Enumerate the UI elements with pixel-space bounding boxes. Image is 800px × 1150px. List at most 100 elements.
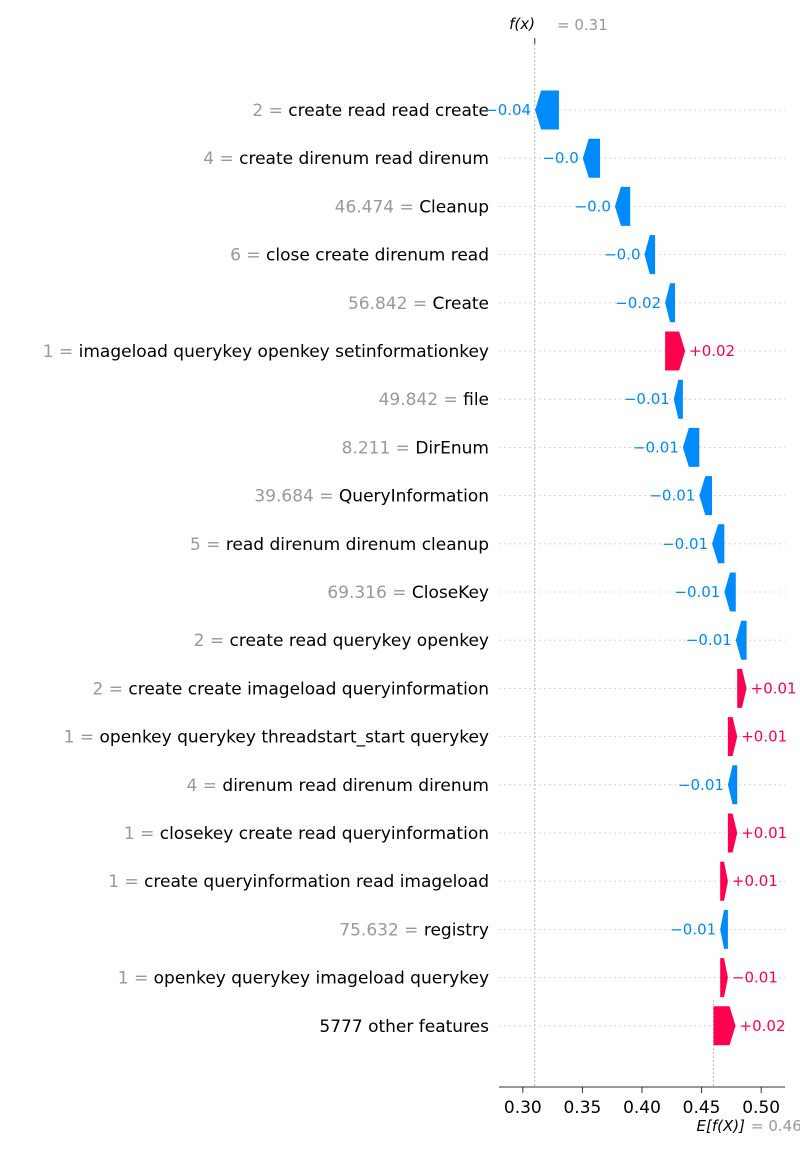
feature-name: registry	[424, 920, 489, 940]
negative-bar	[665, 283, 676, 323]
feature-name: create read querykey openkey	[230, 631, 489, 651]
contribution-label: +0.01	[741, 728, 787, 746]
fx-annotation: f(x) = 0.31	[509, 15, 608, 34]
feature-label: 8.211 = DirEnum	[342, 438, 489, 458]
contribution-label: +0.01	[741, 824, 787, 842]
feature-label: 39.684 = QueryInformation	[254, 487, 489, 507]
x-tick-label: 0.30	[504, 1098, 542, 1118]
contribution-label: +0.01	[732, 872, 778, 890]
feature-name: close create direnum read	[266, 246, 489, 266]
contribution-label: −0.04	[485, 101, 531, 119]
contribution-label: −0.01	[732, 969, 778, 987]
contribution-label: −0.01	[662, 535, 708, 553]
contribution-label: −0.01	[624, 390, 670, 408]
negative-bar	[699, 476, 713, 516]
feature-value: 69.316 =	[327, 583, 412, 603]
feature-label: 1 = closekey create read queryinformatio…	[124, 824, 489, 844]
contribution-label: +0.01	[751, 679, 797, 697]
base-value-annotation: E[f(X)] = 0.46	[697, 1117, 800, 1135]
contribution-label: +0.02	[689, 342, 735, 360]
reference-lines	[534, 38, 714, 1086]
x-tick-label: 0.45	[683, 1098, 721, 1118]
contribution-label: −0.02	[615, 294, 661, 312]
positive-bar	[713, 1006, 736, 1046]
feature-label: 1 = openkey querykey imageload querykey	[118, 969, 489, 989]
contribution-label: −0.01	[674, 583, 720, 601]
x-tick-label: 0.50	[742, 1098, 780, 1118]
ex-label: E[f(X)]	[697, 1117, 746, 1135]
feature-value: 1 =	[108, 872, 144, 892]
feature-value: 46.474 =	[335, 197, 420, 217]
negative-bar	[673, 379, 683, 419]
feature-label: 46.474 = Cleanup	[335, 197, 489, 217]
positive-bar	[727, 813, 738, 853]
feature-label: 4 = create direnum read direnum	[203, 149, 489, 169]
positive-bar	[720, 958, 728, 998]
fx-value-text: = 0.31	[557, 16, 608, 34]
feature-name: create direnum read direnum	[239, 149, 489, 169]
feature-name: openkey querykey imageload querykey	[154, 969, 489, 989]
negative-bar	[644, 235, 656, 275]
positive-bar	[727, 717, 738, 757]
feature-name: 5777 other features	[319, 1017, 489, 1037]
feature-name: closekey create read queryinformation	[160, 824, 489, 844]
feature-value: 1 =	[64, 728, 100, 748]
bars	[535, 90, 747, 1046]
feature-value: 56.842 =	[348, 294, 433, 314]
feature-value: 4 =	[187, 776, 223, 796]
feature-label: 2 = create read querykey openkey	[194, 631, 489, 651]
feature-name: file	[463, 390, 489, 410]
contribution-label: −0.01	[670, 920, 716, 938]
positive-bar	[665, 331, 686, 371]
feature-label: 1 = openkey querykey threadstart_start q…	[64, 728, 489, 748]
feature-value: 5 =	[190, 535, 226, 555]
negative-bar	[712, 524, 725, 564]
feature-name: QueryInformation	[339, 487, 489, 507]
feature-label: 56.842 = Create	[348, 294, 489, 314]
fx-label: f(x)	[509, 15, 535, 33]
x-tick-label: 0.40	[623, 1098, 661, 1118]
feature-label: 1 = imageload querykey openkey setinform…	[43, 342, 489, 362]
feature-label: 49.842 = file	[379, 390, 489, 410]
feature-name: direnum read direnum direnum	[222, 776, 489, 796]
negative-bar	[582, 138, 601, 178]
feature-label: 75.632 = registry	[339, 920, 489, 940]
feature-value: 2 =	[194, 631, 230, 651]
contribution-label: −0.0	[604, 246, 640, 264]
contribution-label: −0.01	[633, 438, 679, 456]
feature-label: 69.316 = CloseKey	[327, 583, 489, 603]
feature-name: create queryinformation read imageload	[144, 872, 489, 892]
contribution-label: −0.01	[678, 776, 724, 794]
feature-value: 2 =	[93, 679, 129, 699]
negative-bar	[614, 186, 631, 226]
negative-bar	[727, 765, 738, 805]
feature-name: Create	[433, 294, 490, 314]
feature-value: 6 =	[230, 246, 266, 266]
feature-name: create read read create	[288, 101, 489, 121]
feature-value: 8.211 =	[342, 438, 416, 458]
feature-value: 1 =	[43, 342, 79, 362]
feature-label: 4 = direnum read direnum direnum	[187, 776, 489, 796]
feature-name: CloseKey	[412, 583, 489, 603]
feature-name: imageload querykey openkey setinformatio…	[79, 342, 489, 362]
positive-bar	[737, 668, 747, 708]
feature-labels: 2 = create read read create−0.04 4 = crea…	[43, 101, 797, 1037]
positive-bar	[720, 861, 728, 901]
feature-value: 49.842 =	[379, 390, 464, 410]
contribution-label: −0.0	[542, 149, 578, 167]
x-axis: 0.30 0.35 0.40 0.45 0.50	[499, 1086, 785, 1118]
contribution-label: −0.0	[575, 197, 611, 215]
ex-value-text: = 0.46	[751, 1117, 800, 1135]
x-tick-label: 0.35	[563, 1098, 601, 1118]
contribution-label: −0.01	[649, 487, 695, 505]
feature-label: 6 = close create direnum read	[230, 246, 489, 266]
contribution-label: −0.01	[686, 631, 732, 649]
feature-name: read direnum direnum cleanup	[226, 535, 489, 555]
negative-bar	[720, 909, 728, 949]
feature-value: 4 =	[203, 149, 239, 169]
feature-name: create create imageload queryinformation	[128, 679, 489, 699]
feature-name: openkey querykey threadstart_start query…	[100, 728, 489, 748]
feature-label: 5777 other features	[319, 1017, 489, 1037]
feature-value: 2 =	[252, 101, 288, 121]
